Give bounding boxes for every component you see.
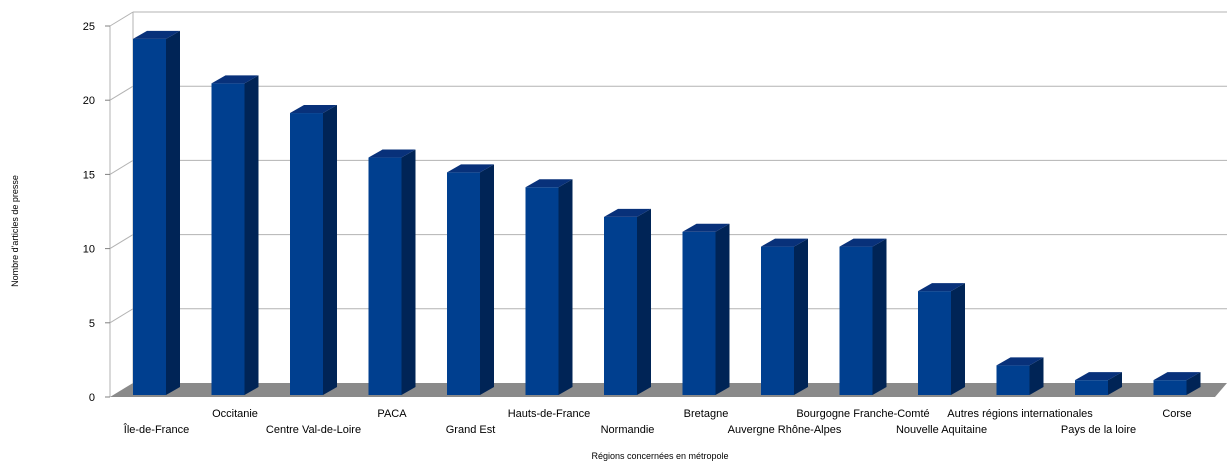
- x-axis-categories: Île-de-France Occitanie Centre Val-de-Loir…: [123, 408, 1192, 436]
- bar-top-4: [368, 149, 416, 158]
- bars-layer: [133, 30, 1201, 396]
- ytick-label-15: 15: [83, 169, 95, 181]
- bar-side-6: [558, 179, 573, 395]
- bar-front-8: [682, 231, 716, 395]
- bar-top-14: [1153, 372, 1201, 381]
- chart-floor: [110, 383, 1227, 397]
- category-label-6: Hauts-de-France: [508, 408, 591, 420]
- bar-side-14: [1186, 372, 1201, 395]
- bar-front-5: [447, 172, 480, 395]
- bar-14: [1153, 372, 1201, 395]
- bar-top-11: [918, 283, 965, 292]
- bar-front-14: [1153, 380, 1187, 395]
- category-label-11: Nouvelle Aquitaine: [896, 424, 987, 436]
- category-label-5: Grand Est: [446, 424, 496, 436]
- bar-front-7: [604, 216, 637, 395]
- category-label-4: PACA: [377, 408, 407, 420]
- bar-top-7: [604, 208, 651, 217]
- gridline-wall-20: [109, 85, 134, 101]
- ytick-label-25: 25: [83, 21, 95, 33]
- bar-front-13: [1075, 380, 1108, 395]
- bar-top-3: [290, 105, 337, 114]
- grid-layer: [109, 11, 1227, 397]
- bar-front-4: [368, 157, 402, 395]
- bar-front-3: [290, 113, 323, 395]
- bar-side-8: [715, 223, 730, 395]
- bar-11: [918, 283, 965, 395]
- bar-side-10: [872, 238, 887, 395]
- bar-side-4: [401, 149, 416, 395]
- bar-7: [604, 208, 651, 395]
- x-axis-title: Régions concernées en métropole: [591, 451, 728, 461]
- bar-6: [525, 179, 573, 395]
- gridline-wall-15: [109, 159, 134, 175]
- ytick-label-10: 10: [83, 244, 95, 256]
- bar-side-7: [637, 208, 651, 395]
- bar-top-8: [682, 223, 730, 232]
- category-label-2: Occitanie: [212, 408, 258, 420]
- bar-side-3: [323, 105, 337, 395]
- category-label-3: Centre Val-de-Loire: [266, 424, 361, 436]
- category-label-9: Auvergne Rhône-Alpes: [728, 424, 842, 436]
- category-label-1: Île-de-France: [123, 423, 189, 436]
- bar-top-1: [133, 30, 180, 39]
- floor-plane: [110, 383, 1227, 397]
- category-label-7: Normandie: [601, 424, 655, 436]
- y-axis-title: Nombre d'articles de presse: [10, 175, 20, 287]
- category-label-12: Autres régions internationales: [947, 408, 1093, 420]
- bar-side-2: [244, 75, 259, 396]
- bar-10: [839, 238, 887, 395]
- bar-12: [996, 357, 1044, 395]
- bar-side-9: [794, 238, 808, 395]
- bar-5: [447, 164, 494, 395]
- gridline-wall-25: [109, 11, 134, 27]
- bar-side-13: [1108, 372, 1122, 395]
- bar-side-12: [1029, 357, 1044, 395]
- bar-top-9: [761, 238, 808, 247]
- bar-1: [133, 30, 180, 396]
- bar-9: [761, 238, 808, 395]
- category-label-10: Bourgogne Franche-Comté: [796, 408, 929, 420]
- bar-3: [290, 105, 337, 395]
- bar-side-5: [480, 164, 494, 395]
- bar-front-6: [525, 187, 559, 395]
- category-label-14: Corse: [1162, 408, 1191, 420]
- bar-8: [682, 223, 730, 395]
- bar-top-12: [996, 357, 1044, 366]
- gridline-wall-10: [109, 234, 134, 250]
- ytick-label-5: 5: [89, 318, 95, 330]
- y-axis-ticks: 0 5 10 15 20 25: [83, 21, 110, 404]
- bar-top-13: [1075, 372, 1122, 381]
- bar-side-1: [166, 30, 180, 396]
- bar-top-10: [839, 238, 887, 247]
- gridline-wall-5: [109, 308, 134, 324]
- bar-front-9: [761, 246, 794, 395]
- bar-side-11: [951, 283, 965, 395]
- category-label-13: Pays de la loire: [1061, 424, 1136, 436]
- bar-front-11: [918, 291, 951, 395]
- bar-front-1: [133, 38, 166, 396]
- ytick-label-20: 20: [83, 95, 95, 107]
- bar-2: [211, 75, 259, 396]
- bar-front-2: [211, 83, 245, 396]
- ytick-label-0: 0: [89, 392, 95, 404]
- category-label-8: Bretagne: [684, 408, 729, 420]
- bar-top-5: [447, 164, 494, 173]
- bar-top-6: [525, 179, 573, 188]
- bar-front-12: [996, 365, 1030, 395]
- bar-front-10: [839, 246, 873, 395]
- bar-13: [1075, 372, 1122, 395]
- bar-top-2: [211, 75, 259, 84]
- bar-4: [368, 149, 416, 395]
